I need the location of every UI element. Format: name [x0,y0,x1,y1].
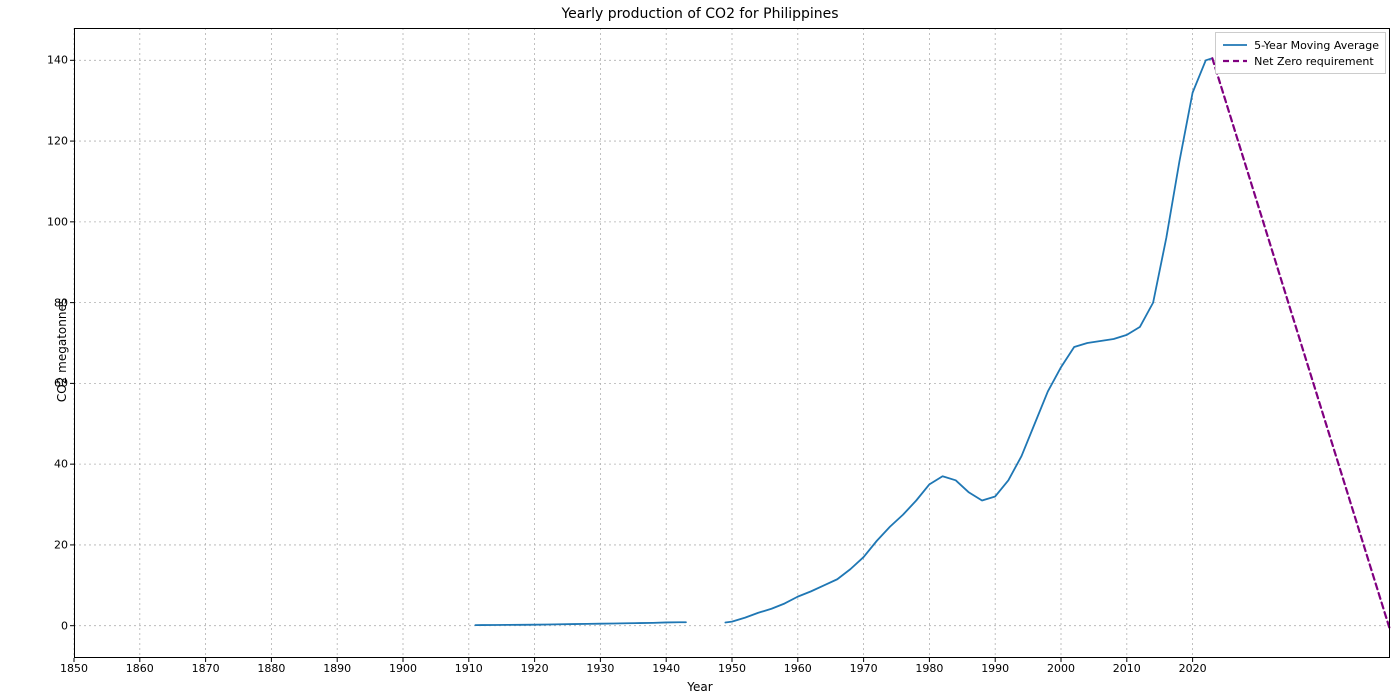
ticks [70,60,1193,662]
legend-swatch [1222,54,1248,68]
y-tick-label: 140 [18,54,68,67]
y-tick-label: 120 [18,135,68,148]
x-tick-label: 1880 [257,662,285,675]
x-tick-label: 2020 [1179,662,1207,675]
x-tick-label: 1860 [126,662,154,675]
x-tick-label: 1930 [586,662,614,675]
x-tick-label: 1970 [850,662,878,675]
x-tick-label: 1950 [718,662,746,675]
plot-area [74,28,1390,658]
legend-label: 5-Year Moving Average [1254,39,1379,52]
legend-item: 5-Year Moving Average [1222,37,1379,53]
x-tick-label: 1870 [192,662,220,675]
x-tick-label: 1960 [784,662,812,675]
x-tick-label: 2010 [1113,662,1141,675]
x-tick-label: 1940 [652,662,680,675]
x-tick-label: 2000 [1047,662,1075,675]
y-tick-label: 20 [18,538,68,551]
legend-label: Net Zero requirement [1254,55,1374,68]
grid [74,28,1390,658]
x-tick-label: 1990 [981,662,1009,675]
series-net-zero-requirement [1212,58,1390,629]
x-tick-label: 1920 [521,662,549,675]
x-tick-label: 1900 [389,662,417,675]
y-tick-label: 40 [18,458,68,471]
x-tick-label: 1850 [60,662,88,675]
y-tick-label: 60 [18,377,68,390]
legend-item: Net Zero requirement [1222,53,1379,69]
legend: 5-Year Moving Average Net Zero requiremen… [1215,32,1386,74]
x-tick-label: 1980 [915,662,943,675]
series-5-year-moving-average [475,622,686,625]
y-tick-label: 100 [18,215,68,228]
x-tick-label: 1890 [323,662,351,675]
legend-swatch [1222,38,1248,52]
y-tick-label: 80 [18,296,68,309]
chart-title: Yearly production of CO2 for Philippines [0,6,1400,22]
x-axis-label: Year [0,680,1400,694]
figure: Yearly production of CO2 for Philippines… [0,0,1400,700]
plot-svg [74,28,1390,658]
series-5-year-moving-average [725,58,1212,622]
x-tick-label: 1910 [455,662,483,675]
y-tick-label: 0 [18,619,68,632]
